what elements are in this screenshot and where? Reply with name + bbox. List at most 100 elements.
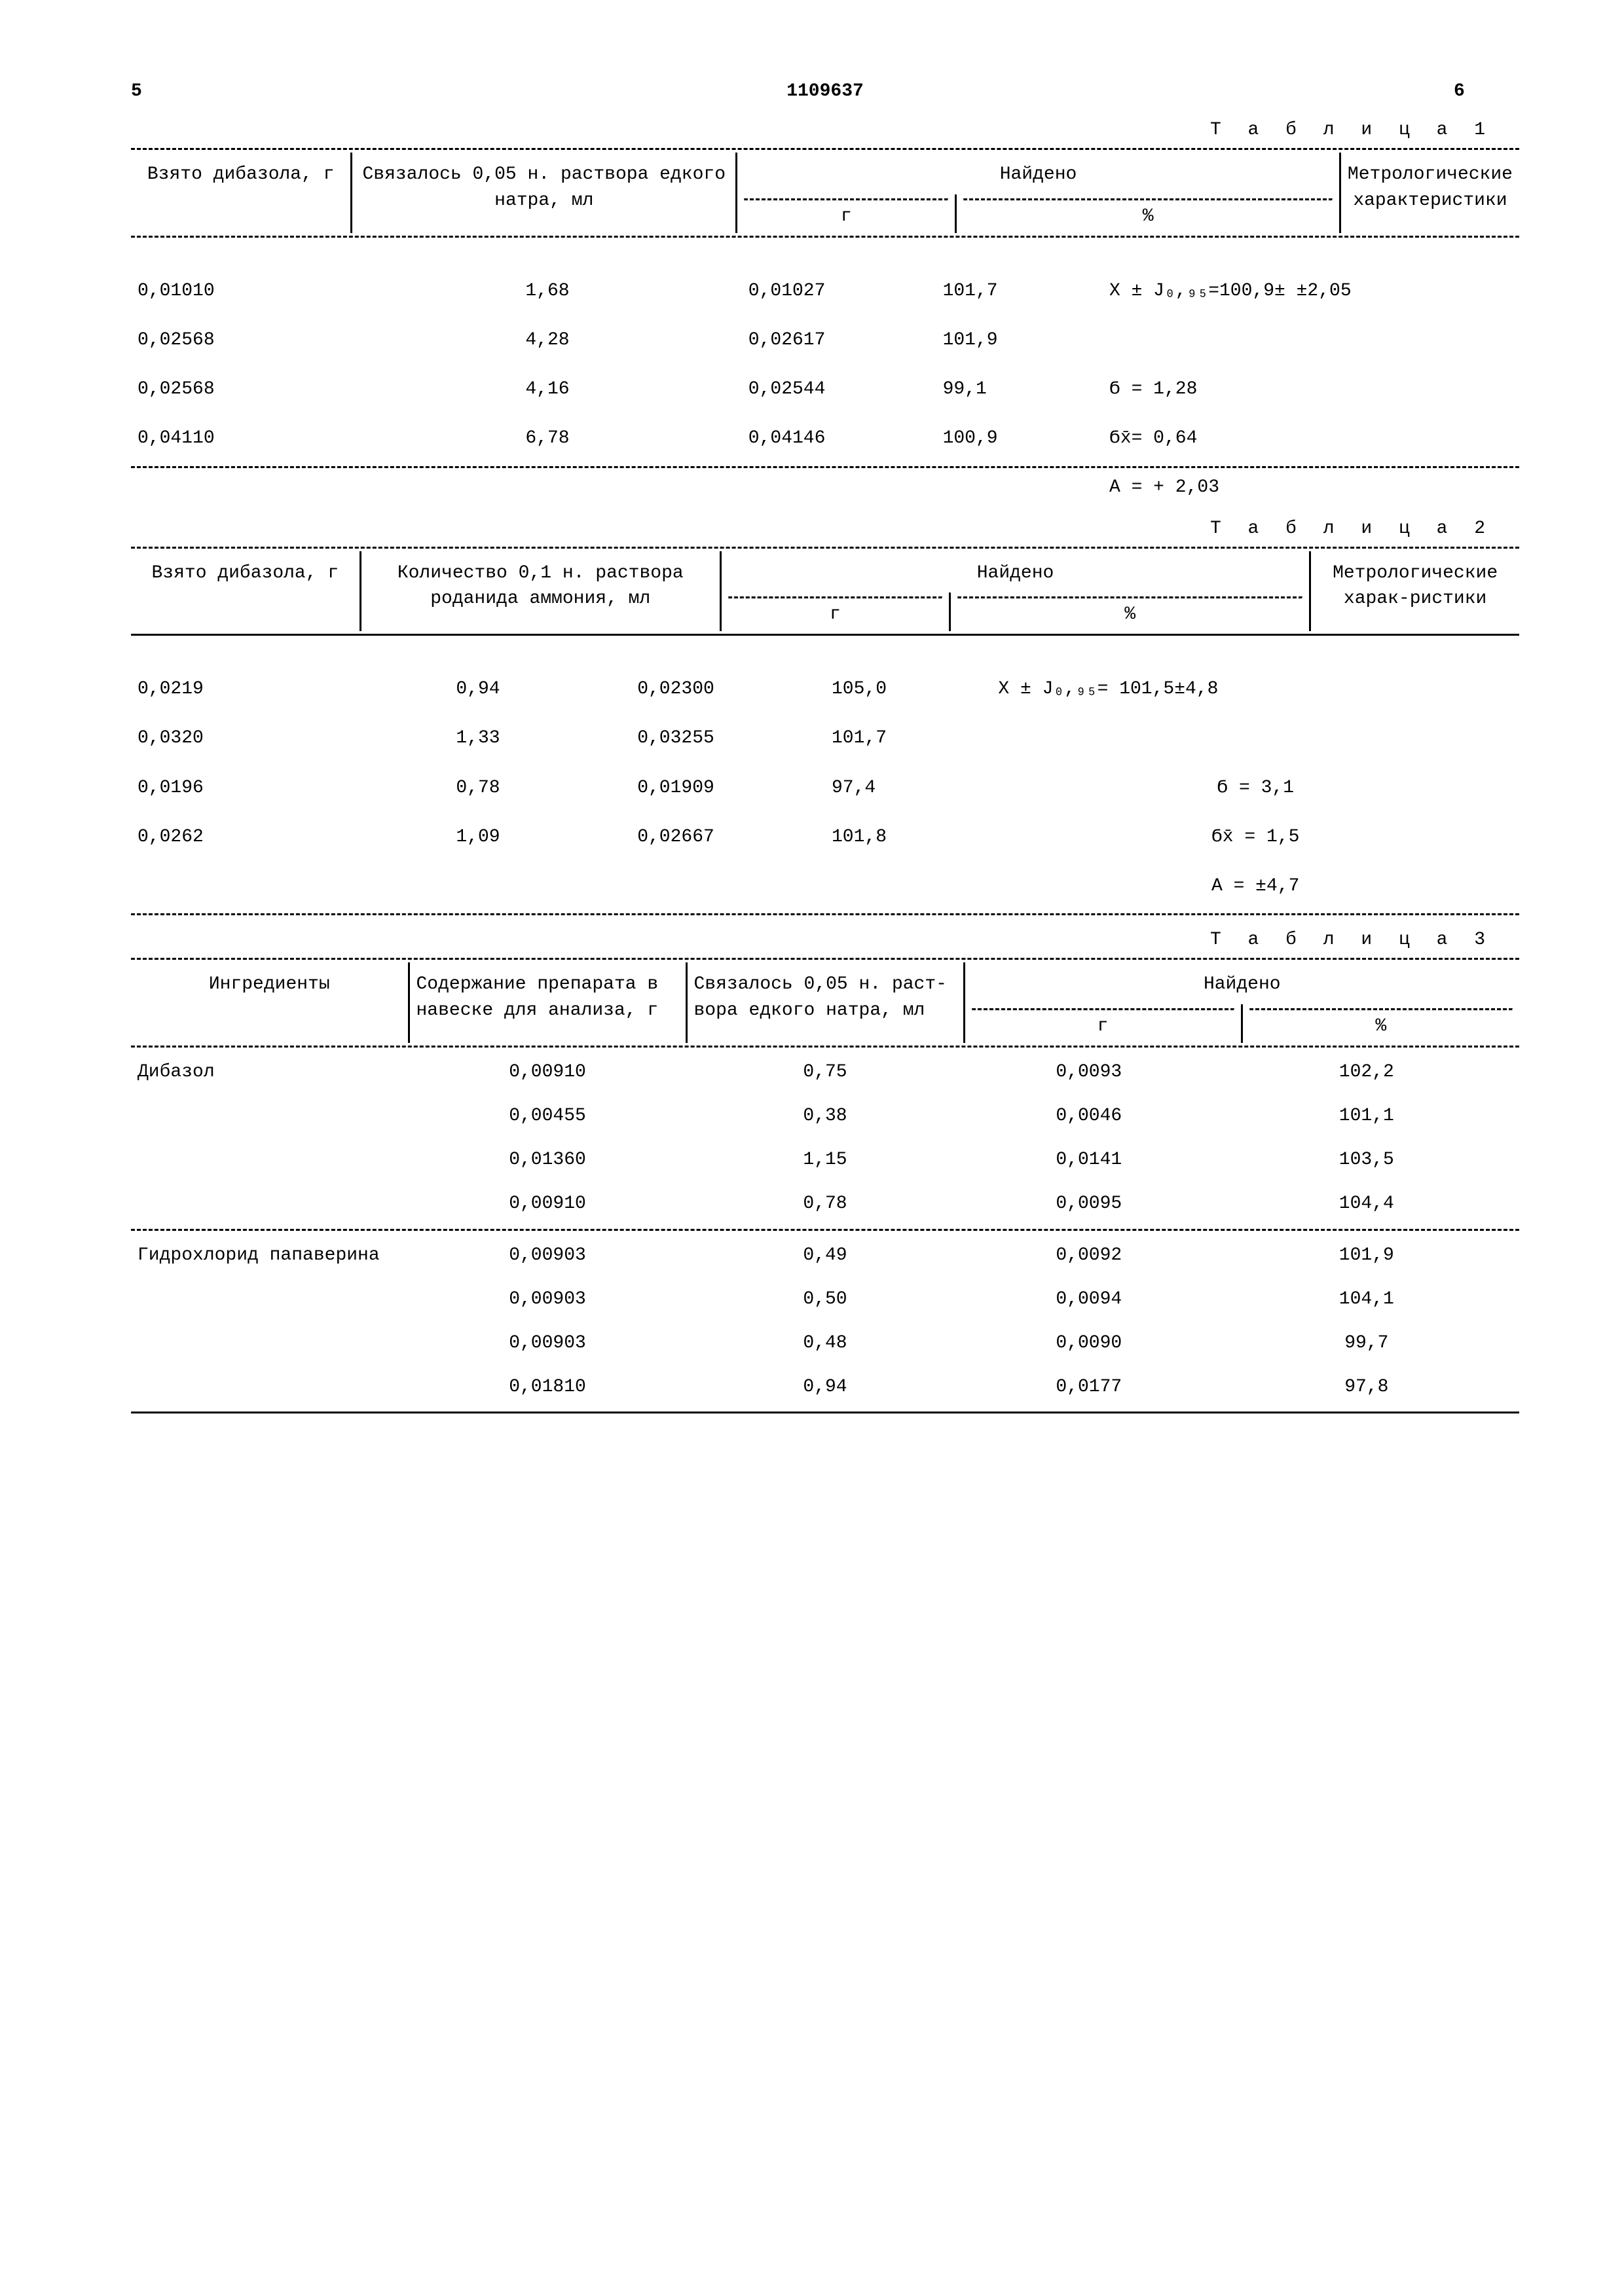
cell: 0,0196 — [131, 763, 325, 812]
divider — [131, 148, 1519, 150]
cell: 97,4 — [825, 763, 991, 812]
table-row: 0,01010 1,68 0,01027 101,7 X ± J₀,₉₅=100… — [131, 266, 1519, 316]
cell: 0,75 — [686, 1050, 964, 1094]
t3-h2: Содержание препарата в навеске для анали… — [409, 962, 686, 1042]
t1-h3a-text: г — [841, 206, 852, 227]
cell: 97,8 — [1214, 1365, 1519, 1409]
cell: 0,04146 — [742, 414, 936, 463]
table-row: Дибазол 0,00910 0,75 0,0093 102,2 — [131, 1050, 1519, 1094]
cell: 105,0 — [825, 665, 991, 714]
cell: 0,02544 — [742, 365, 936, 414]
table1-label: Т а б л и ц а 1 — [131, 117, 1493, 143]
ingredient-name: Дибазол — [131, 1050, 409, 1094]
divider — [131, 236, 1519, 238]
cell: 0,38 — [686, 1094, 964, 1138]
cell: 6,78 — [353, 414, 742, 463]
table2-header: Взято дибазола, г Количество 0,1 н. раст… — [131, 551, 1519, 631]
cell: Ϭ = 1,28 — [1103, 365, 1519, 414]
table-row: 0,00903 0,48 0,0090 99,7 — [131, 1321, 1519, 1365]
t3-h4: Найдено — [964, 962, 1519, 1004]
cell: 1,33 — [325, 714, 631, 763]
t2-h4: Метрологические харак-ристики — [1310, 551, 1519, 631]
cell: 101,1 — [1214, 1094, 1519, 1138]
t1-h3b-text: % — [1143, 206, 1154, 227]
cell: 0,48 — [686, 1321, 964, 1365]
cell: 101,7 — [825, 714, 991, 763]
divider — [131, 958, 1519, 960]
table-row: 0,0262 1,09 0,02667 101,8 Ϭx̄ = 1,5 — [131, 812, 1519, 862]
cell: 0,0320 — [131, 714, 325, 763]
col-num-right: 6 — [1454, 79, 1519, 104]
t2-h1: Взято дибазола, г — [131, 551, 360, 631]
table-row: 0,02568 4,16 0,02544 99,1 Ϭ = 1,28 — [131, 365, 1519, 414]
table-row: 0,01810 0,94 0,0177 97,8 — [131, 1365, 1519, 1409]
t1-h3a: г — [737, 194, 956, 233]
cell: 100,9 — [936, 414, 1103, 463]
t2-h3a: г — [720, 592, 950, 631]
divider — [131, 1229, 1519, 1231]
table-row: A = ±4,7 — [131, 862, 1519, 911]
cell: X ± J₀,₉₅= 101,5±4,8 — [991, 665, 1519, 714]
t3-h4b-text: % — [1375, 1016, 1386, 1036]
cell: X ± J₀,₉₅=100,9± ±2,05 — [1103, 266, 1519, 316]
cell: 0,50 — [686, 1277, 964, 1321]
cell: 0,0094 — [964, 1277, 1214, 1321]
t2-h2: Количество 0,1 н. раствора роданида аммо… — [360, 551, 720, 631]
cell: 101,9 — [936, 316, 1103, 365]
cell: 0,01010 — [131, 266, 353, 316]
table-row: 0,0196 0,78 0,01909 97,4 Ϭ = 3,1 — [131, 763, 1519, 812]
cell: 99,1 — [936, 365, 1103, 414]
table3-header: Ингредиенты Содержание препарата в навес… — [131, 962, 1519, 1042]
cell: 0,02300 — [631, 665, 825, 714]
cell: 0,02617 — [742, 316, 936, 365]
t3-h4a: г — [964, 1004, 1242, 1043]
cell: 0,0219 — [131, 665, 325, 714]
cell: 0,0046 — [964, 1094, 1214, 1138]
cell: 102,2 — [1214, 1050, 1519, 1094]
cell: 0,00903 — [409, 1277, 686, 1321]
cell: 0,02568 — [131, 316, 353, 365]
t2-footer: A = ±4,7 — [991, 862, 1519, 911]
cell: 104,4 — [1214, 1182, 1519, 1226]
cell: 0,49 — [686, 1233, 964, 1277]
cell: 0,04110 — [131, 414, 353, 463]
table3-label: Т а б л и ц а 3 — [131, 927, 1493, 953]
cell: 4,16 — [353, 365, 742, 414]
cell: 0,00910 — [409, 1182, 686, 1226]
t1-h4: Метрологические характеристики — [1340, 153, 1519, 232]
cell — [991, 714, 1519, 763]
cell: 1,15 — [686, 1138, 964, 1182]
cell: 0,0092 — [964, 1233, 1214, 1277]
table2-label: Т а б л и ц а 2 — [131, 516, 1493, 541]
cell: 103,5 — [1214, 1138, 1519, 1182]
cell: 104,1 — [1214, 1277, 1519, 1321]
table3-group1: Дибазол 0,00910 0,75 0,0093 102,2 0,0045… — [131, 1050, 1519, 1226]
t1-h3b: % — [956, 194, 1340, 233]
cell: Ϭx̄ = 1,5 — [991, 812, 1519, 862]
divider — [131, 1412, 1519, 1413]
cell: 0,0095 — [964, 1182, 1214, 1226]
t3-h3: Связалось 0,05 н. раст-вора едкого натра… — [686, 962, 964, 1042]
cell: 1,09 — [325, 812, 631, 862]
table-row: 0,00455 0,38 0,0046 101,1 — [131, 1094, 1519, 1138]
divider — [131, 466, 1519, 468]
t3-h4b: % — [1242, 1004, 1519, 1043]
cell: 0,02568 — [131, 365, 353, 414]
table1-footer: A = + 2,03 — [131, 471, 1519, 504]
cell: 0,01360 — [409, 1138, 686, 1182]
table1-body: 0,01010 1,68 0,01027 101,7 X ± J₀,₉₅=100… — [131, 266, 1519, 464]
page-header: 5 1109637 6 — [131, 79, 1519, 104]
table-row: 0,04110 6,78 0,04146 100,9 Ϭx̄= 0,64 — [131, 414, 1519, 463]
cell: 0,0177 — [964, 1365, 1214, 1409]
table1-header: Взято дибазола, г Связалось 0,05 н. раст… — [131, 153, 1519, 232]
cell — [1103, 316, 1519, 365]
cell: 101,7 — [936, 266, 1103, 316]
table2-body: 0,0219 0,94 0,02300 105,0 X ± J₀,₉₅= 101… — [131, 665, 1519, 911]
cell: 0,0262 — [131, 812, 325, 862]
cell: 0,0141 — [964, 1138, 1214, 1182]
cell: 1,68 — [353, 266, 742, 316]
cell: 0,0090 — [964, 1321, 1214, 1365]
t1-h3: Найдено — [737, 153, 1340, 194]
divider — [131, 634, 1519, 636]
cell: 0,00903 — [409, 1233, 686, 1277]
